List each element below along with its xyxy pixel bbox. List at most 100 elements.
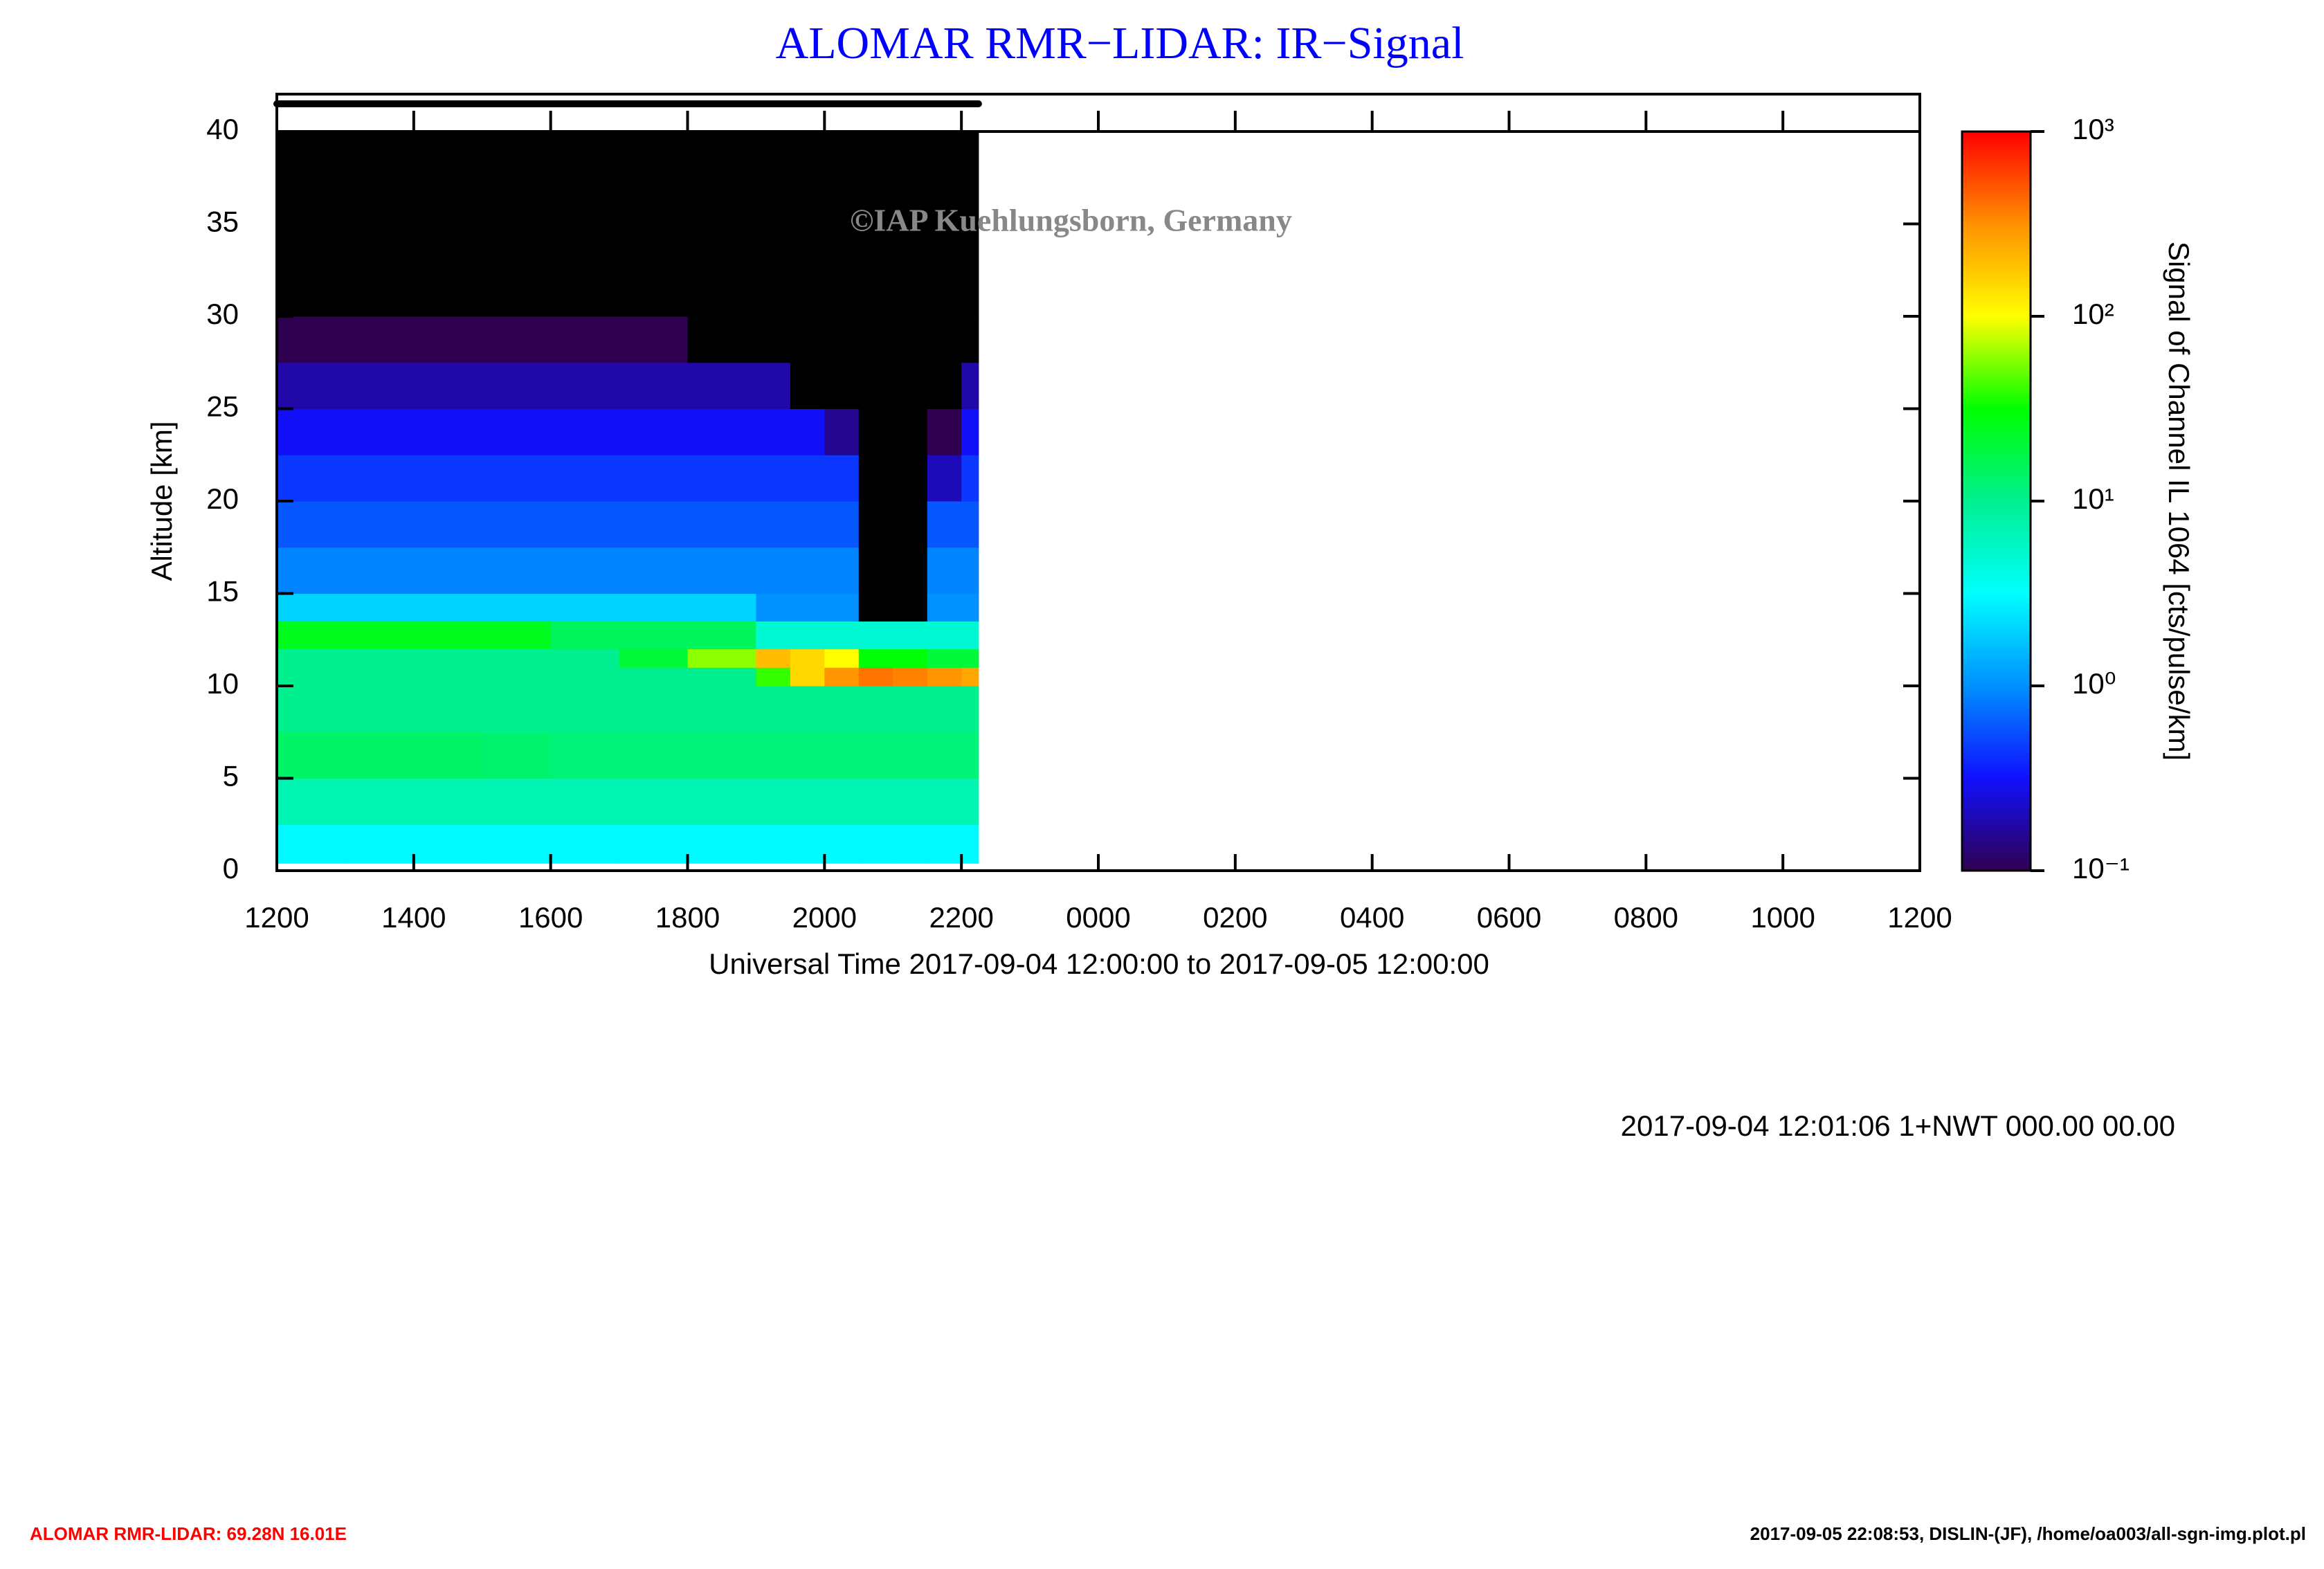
heatmap-cell: [961, 316, 979, 363]
heatmap-cell: [824, 224, 860, 317]
heatmap-cell: [756, 501, 791, 548]
x-tick-label: 2000: [792, 901, 857, 934]
heatmap-cell: [413, 455, 483, 502]
watermark: ©IAP Kuehlungsborn, Germany: [850, 203, 1292, 238]
heatmap-cell: [482, 824, 552, 864]
heatmap-cell: [790, 667, 825, 687]
x-tick-label: 0600: [1477, 901, 1541, 934]
heatmap-cell: [824, 455, 860, 502]
heatmap-cell: [482, 732, 552, 779]
heatmap-cell: [756, 667, 791, 687]
heatmap-cell: [824, 732, 860, 779]
heatmap-cell: [824, 547, 860, 594]
heatmap-cell: [790, 686, 825, 733]
heatmap-cell: [927, 316, 962, 363]
heatmap-cell: [687, 408, 756, 455]
heatmap-cell: [858, 732, 893, 779]
heatmap-cell: [482, 621, 552, 650]
heatmap-cell: [687, 316, 756, 363]
heatmap-cell: [790, 131, 825, 224]
heatmap-cell: [824, 501, 860, 548]
heatmap-cell: [927, 131, 962, 224]
heatmap-cell: [858, 455, 893, 502]
heatmap-cell: [550, 501, 620, 548]
heatmap-cell: [858, 649, 893, 668]
heatmap-cell: [687, 131, 756, 224]
heatmap-cell: [345, 686, 415, 733]
heatmap-cell: [345, 778, 415, 825]
heatmap-cell: [893, 686, 928, 733]
heatmap-cell: [756, 547, 791, 594]
heatmap-cell: [824, 686, 860, 733]
heatmap-cell: [927, 593, 962, 622]
heatmap-cell: [482, 408, 552, 455]
heatmap-cell: [961, 593, 979, 622]
heatmap-cell: [550, 621, 620, 650]
heatmap-cell: [893, 824, 928, 864]
heatmap-cell: [858, 316, 893, 363]
heatmap-cell: [858, 667, 893, 687]
colorbar: [1961, 130, 2032, 872]
heatmap-cell: [927, 621, 962, 650]
heatmap-cell: [893, 778, 928, 825]
heatmap: [277, 131, 979, 864]
heatmap-cell: [277, 501, 346, 548]
x-tick-label: 0000: [1066, 901, 1130, 934]
heatmap-cell: [482, 455, 552, 502]
x-tick-label: 2200: [929, 901, 993, 934]
heatmap-cell: [550, 778, 620, 825]
heatmap-cell: [858, 593, 893, 622]
heatmap-cell: [619, 778, 688, 825]
heatmap-cell: [277, 649, 346, 668]
heatmap-cell: [824, 316, 860, 363]
heatmap-cell: [927, 686, 962, 733]
y-tick-label: 5: [223, 760, 239, 792]
heatmap-cell: [413, 649, 483, 668]
heatmap-cell: [482, 131, 552, 224]
heatmap-cell: [277, 824, 346, 864]
heatmap-cell: [619, 455, 688, 502]
heatmap-cell: [687, 732, 756, 779]
heatmap-cell: [756, 131, 791, 224]
heatmap-cell: [961, 778, 979, 825]
x-tick-label: 1000: [1750, 901, 1815, 934]
heatmap-cell: [927, 778, 962, 825]
heatmap-cell: [927, 408, 962, 455]
heatmap-cell: [824, 408, 860, 455]
heatmap-cell: [345, 649, 415, 668]
heatmap-cell: [413, 824, 483, 864]
heatmap-cell: [893, 131, 928, 224]
heatmap-cell: [619, 131, 688, 224]
colorbar-tick-label: 10⁻¹: [2072, 852, 2130, 885]
heatmap-cell: [413, 224, 483, 317]
heatmap-cell: [482, 362, 552, 409]
heatmap-cell: [790, 408, 825, 455]
heatmap-cell: [413, 686, 483, 733]
chart-title: ALOMAR RMR−LIDAR: IR−Signal: [776, 18, 1464, 69]
heatmap-cell: [756, 778, 791, 825]
y-tick-label: 25: [206, 390, 239, 423]
footer-right: 2017-09-05 22:08:53, DISLIN-(JF), /home/…: [1750, 1523, 2306, 1544]
heatmap-cell: [619, 547, 688, 594]
heatmap-cell: [790, 455, 825, 502]
heatmap-cell: [927, 732, 962, 779]
heatmap-cell: [893, 362, 928, 409]
heatmap-cell: [413, 547, 483, 594]
heatmap-cell: [858, 778, 893, 825]
heatmap-cell: [277, 593, 346, 622]
heatmap-cell: [619, 667, 688, 687]
heatmap-cell: [345, 131, 415, 224]
colorbar-tick-label: 10⁰: [2072, 667, 2116, 700]
heatmap-cell: [927, 547, 962, 594]
heatmap-cell: [790, 621, 825, 650]
y-tick-label: 0: [223, 852, 239, 885]
heatmap-cell: [790, 547, 825, 594]
heatmap-cell: [550, 455, 620, 502]
heatmap-cell: [687, 778, 756, 825]
y-tick-label: 30: [206, 298, 239, 330]
heatmap-cell: [482, 778, 552, 825]
heatmap-cell: [756, 408, 791, 455]
heatmap-cell: [927, 455, 962, 502]
heatmap-cell: [482, 547, 552, 594]
heatmap-cell: [345, 824, 415, 864]
